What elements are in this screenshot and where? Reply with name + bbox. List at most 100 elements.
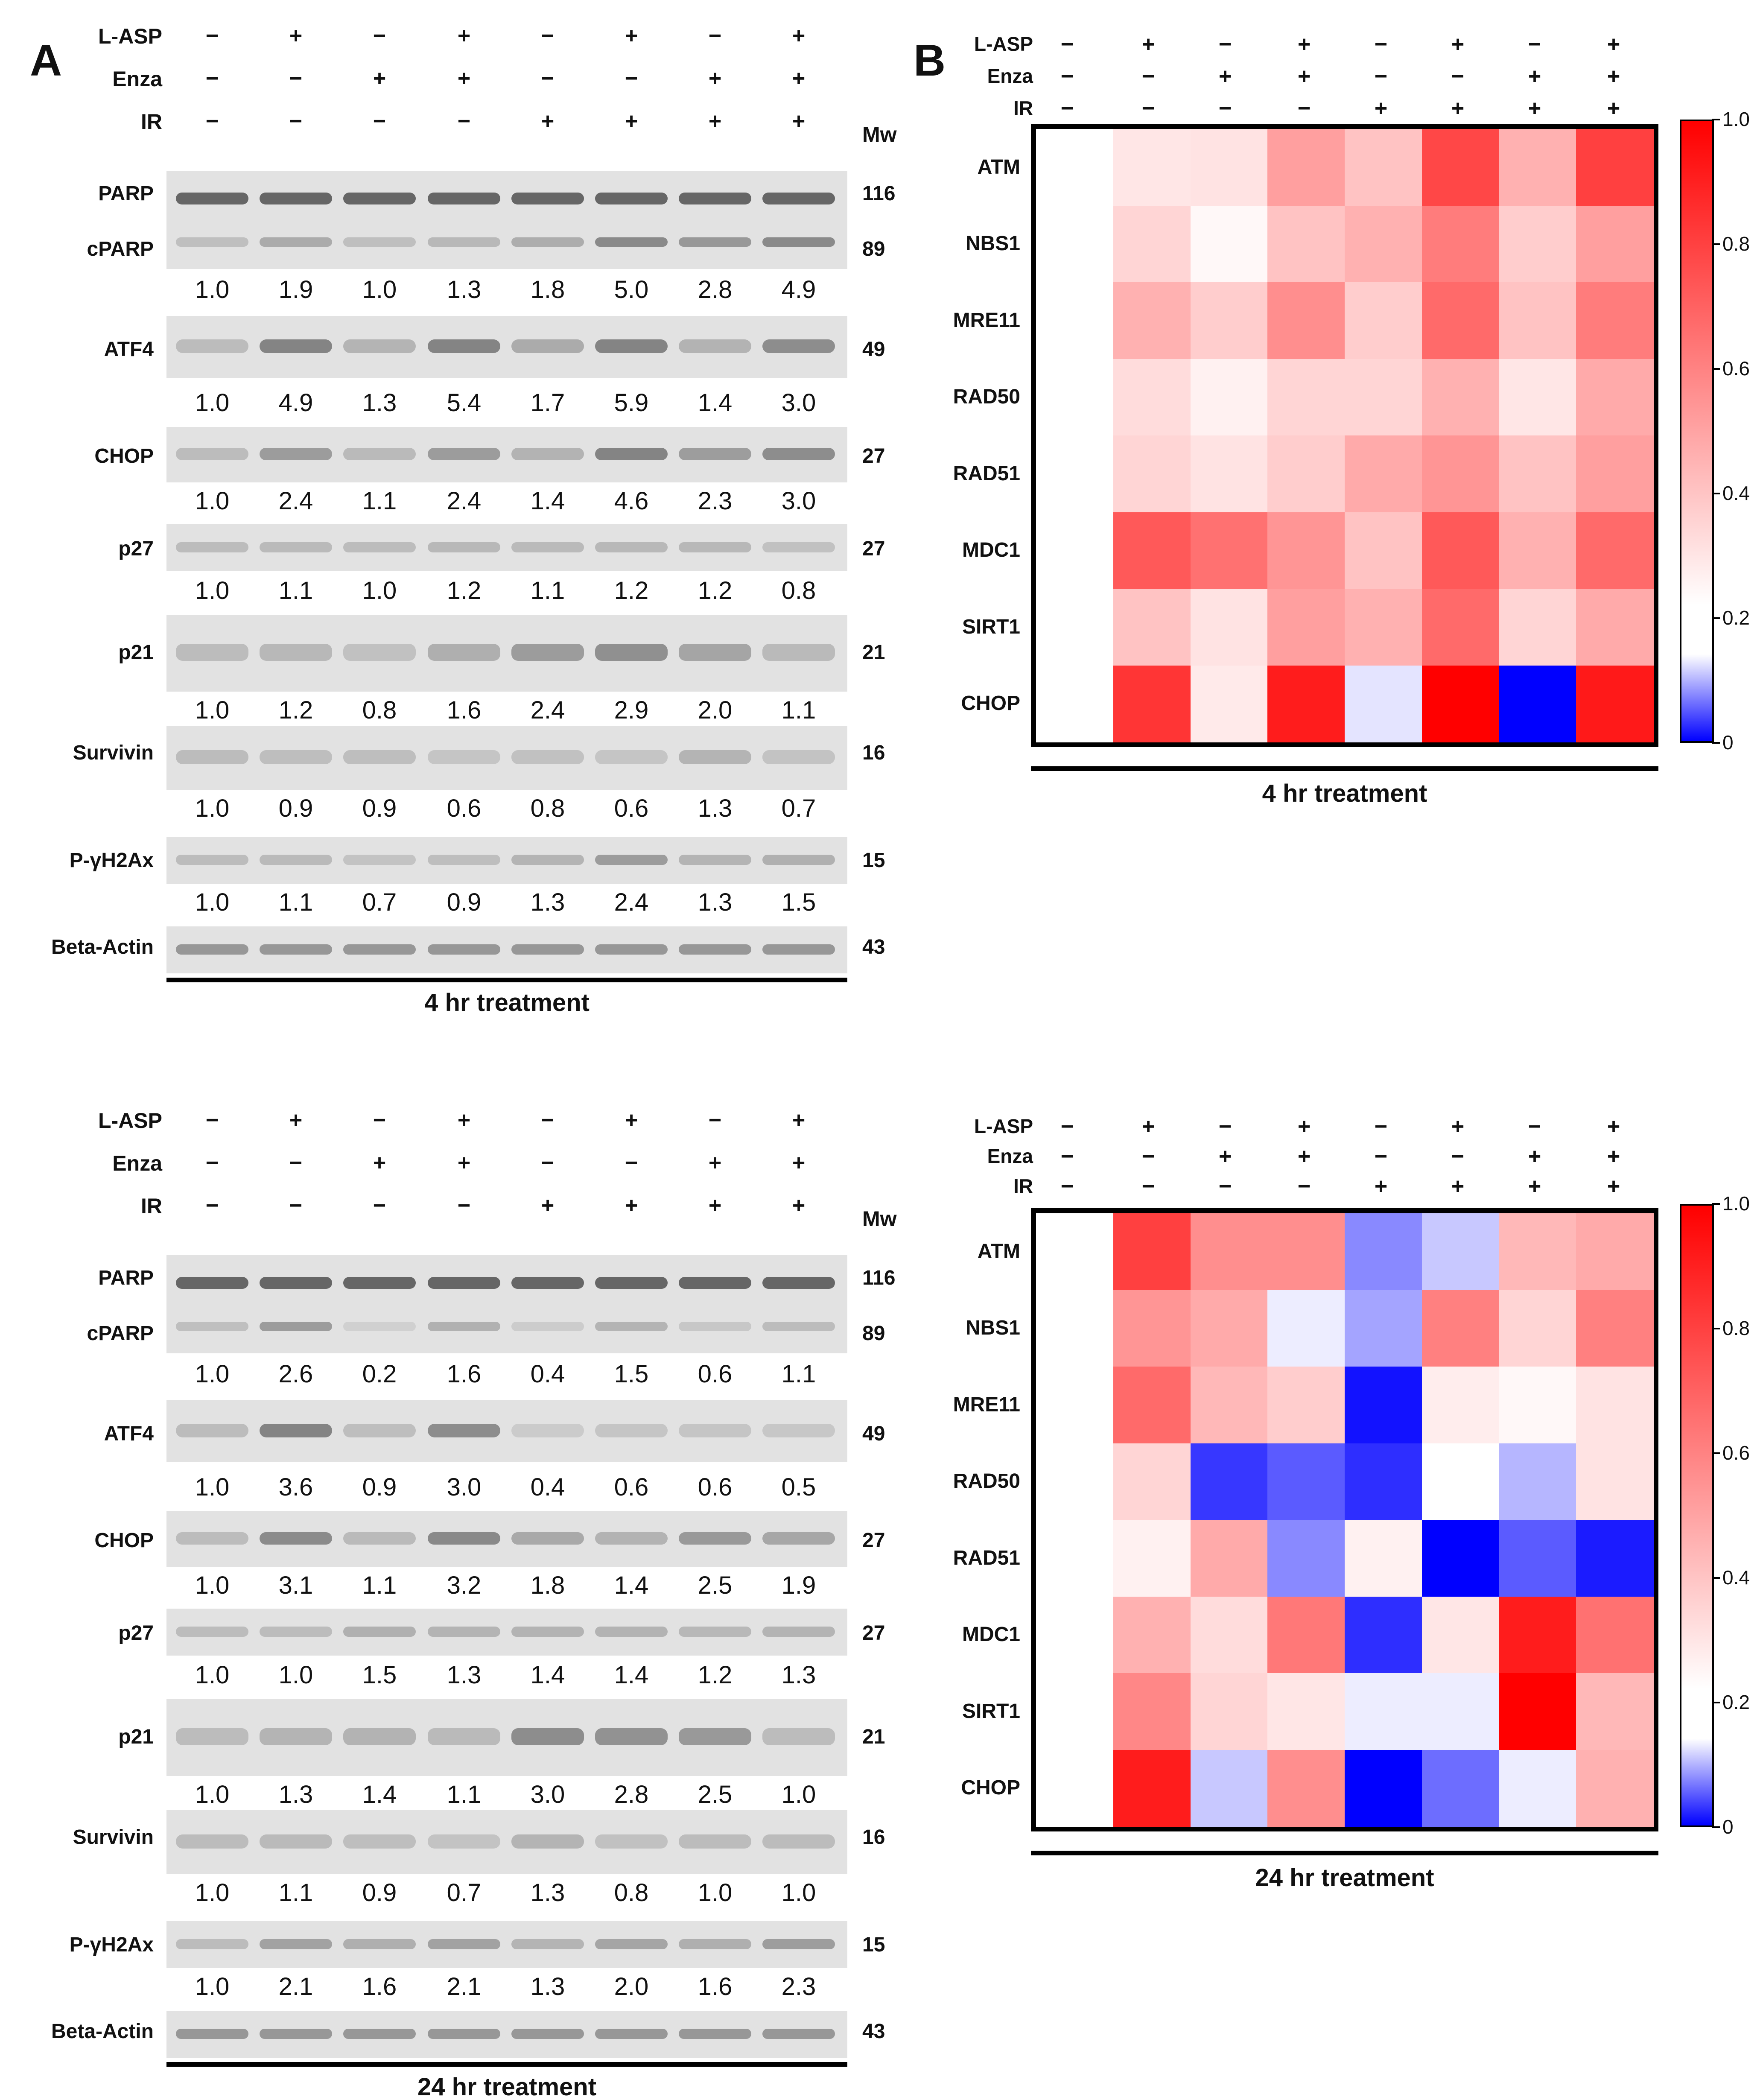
heatmap-cell xyxy=(1499,435,1576,512)
blot-band xyxy=(679,1626,751,1637)
blot-strip xyxy=(166,926,847,973)
condition-symbol: + xyxy=(625,109,638,134)
heatmap-cell xyxy=(1576,1443,1654,1520)
heatmap-cell xyxy=(1190,512,1268,589)
quantification-value: 2.0 xyxy=(698,696,733,724)
blot-strip xyxy=(166,615,847,692)
blot-band-cleaved xyxy=(511,1322,584,1332)
quantification-value: 1.1 xyxy=(278,577,313,605)
heatmap-condition-symbol: + xyxy=(1451,96,1465,121)
condition-symbol: + xyxy=(373,1151,386,1175)
blot-band-cleaved xyxy=(762,237,835,247)
heatmap-cell xyxy=(1576,512,1654,589)
blot-band-cleaved xyxy=(343,237,416,247)
heatmap-condition-symbol: − xyxy=(1141,96,1155,121)
blot-band xyxy=(343,448,416,460)
blot-band xyxy=(343,1532,416,1545)
quantification-value: 0.5 xyxy=(781,1473,816,1501)
quantification-value: 0.6 xyxy=(614,1473,649,1501)
heatmap-row-label: CHOP xyxy=(961,692,1020,715)
blot-band xyxy=(343,1728,416,1745)
blot-band xyxy=(343,542,416,552)
condition-symbol: − xyxy=(457,1193,471,1218)
heatmap-cell xyxy=(1345,589,1422,666)
quantification-value: 1.3 xyxy=(278,1781,313,1808)
colorbar-tick xyxy=(1712,1577,1720,1579)
blot-band-cleaved xyxy=(595,1322,668,1332)
colorbar-tick-label: 0.8 xyxy=(1722,1317,1750,1339)
blot-band xyxy=(679,1532,751,1545)
blot-label-chop: CHOP xyxy=(94,445,154,467)
heatmap-cell xyxy=(1576,282,1654,359)
heatmap-condition-symbol: − xyxy=(1451,64,1465,89)
heatmap-cell xyxy=(1113,1520,1191,1597)
heatmap-cell xyxy=(1036,1750,1114,1827)
quantification-value: 2.4 xyxy=(530,696,565,724)
blot-band xyxy=(176,192,248,204)
condition-symbol: + xyxy=(792,1151,806,1175)
treatment-label: 4 hr treatment xyxy=(424,989,590,1016)
blot-label-p27: p27 xyxy=(118,537,154,560)
heatmap-cell xyxy=(1345,1290,1422,1367)
blot-band xyxy=(595,1276,668,1289)
blot-band xyxy=(176,339,248,353)
colorbar-tick-label: 0.8 xyxy=(1722,233,1750,255)
quantification-value: 3.0 xyxy=(781,389,816,417)
blot-band-cleaved xyxy=(679,237,751,247)
heatmap-condition-symbol: − xyxy=(1218,1114,1232,1139)
heatmap-cell xyxy=(1421,129,1499,206)
quantification-value: 0.9 xyxy=(362,1473,397,1501)
heatmap-cell xyxy=(1345,1520,1422,1597)
quantification-value: 1.1 xyxy=(362,1571,397,1599)
heatmap-condition-symbol: − xyxy=(1451,1144,1465,1169)
quantification-value: 0.6 xyxy=(447,794,482,822)
heatmap-cell xyxy=(1113,205,1191,283)
heatmap-cell xyxy=(1576,1596,1654,1674)
heatmap-condition-symbol: + xyxy=(1141,1114,1155,1139)
heatmap-cell xyxy=(1421,1596,1499,1674)
heatmap-cell xyxy=(1113,1673,1191,1750)
blot-band-cleaved xyxy=(762,1322,835,1332)
blot-band xyxy=(428,944,500,955)
blot-band xyxy=(679,1939,751,1949)
heatmap-cell xyxy=(1576,1213,1654,1290)
heatmap-cell xyxy=(1267,435,1345,512)
blot-label-beta-actin: Beta-Actin xyxy=(51,936,154,958)
heatmap-row-label: SIRT1 xyxy=(962,615,1020,638)
colorbar-tick-label: 0.4 xyxy=(1722,482,1750,504)
blot-strip xyxy=(166,171,847,269)
blot-band xyxy=(343,2028,416,2039)
blot-label-atf4: ATF4 xyxy=(104,338,154,361)
blot-band xyxy=(343,1626,416,1637)
blot-band xyxy=(595,1728,668,1745)
heatmap-cell xyxy=(1190,1367,1268,1443)
quantification-value: 1.0 xyxy=(195,1781,230,1808)
heatmap-condition-symbol: − xyxy=(1297,96,1311,121)
quantification-value: 0.4 xyxy=(530,1360,565,1388)
quantification-value: 0.7 xyxy=(781,794,816,822)
heatmap-cell xyxy=(1345,282,1422,359)
heatmap-cell xyxy=(1576,435,1654,512)
heatmap-row-label: MRE11 xyxy=(953,309,1020,332)
blot-band xyxy=(762,750,835,764)
blot-band xyxy=(260,448,332,460)
blot-band xyxy=(511,1532,584,1545)
heatmap-row-label: NBS1 xyxy=(965,1317,1020,1340)
colorbar-tick-label: 0 xyxy=(1722,1816,1734,1838)
heatmap-condition-symbol: − xyxy=(1297,1174,1311,1199)
heatmap-cell xyxy=(1113,512,1191,589)
colorbar-tick xyxy=(1712,1702,1720,1703)
mw-header: Mw xyxy=(862,123,897,146)
blot-band xyxy=(260,854,332,865)
quantification-value: 0.9 xyxy=(278,794,313,822)
colorbar-tick-label: 0.2 xyxy=(1722,1691,1750,1713)
blot-band xyxy=(762,339,835,353)
quantification-value: 2.1 xyxy=(278,1973,313,2001)
heatmap-cell xyxy=(1345,129,1422,206)
blot-band xyxy=(260,644,332,661)
heatmap-cell xyxy=(1421,435,1499,512)
heatmap-cell xyxy=(1036,512,1114,589)
blot-band xyxy=(511,1276,584,1289)
heatmap-cell xyxy=(1267,1213,1345,1290)
quantification-value: 0.8 xyxy=(614,1879,649,1907)
